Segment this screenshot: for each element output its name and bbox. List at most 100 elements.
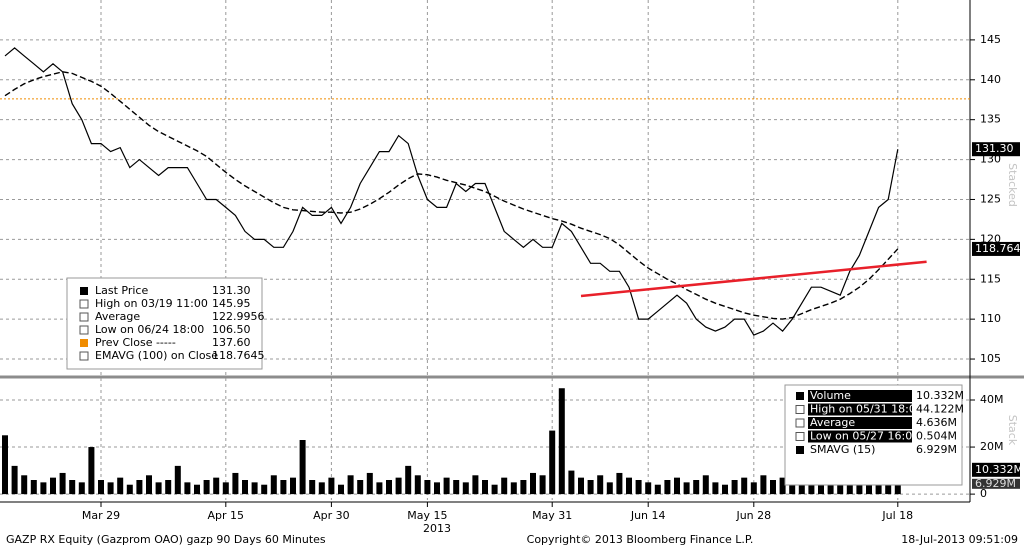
- volume-bar: [779, 477, 786, 495]
- volume-bar: [702, 475, 709, 495]
- x-tick-label: May 31: [532, 509, 572, 522]
- volume-bar: [232, 472, 239, 495]
- volume-bar: [683, 482, 690, 495]
- volume-bar: [674, 477, 680, 495]
- volume-bar: [712, 482, 719, 495]
- y-tick-label: 0: [980, 487, 987, 500]
- volume-bar: [472, 475, 479, 495]
- volume-bar: [155, 482, 162, 495]
- volume-bar: [376, 482, 383, 495]
- volume-marker: [972, 462, 1020, 477]
- volume-bar: [558, 388, 565, 495]
- legend-label: Volume: [810, 389, 851, 402]
- legend-icon: [80, 339, 88, 347]
- volume-bar: [453, 480, 460, 495]
- volume-bar: [693, 480, 700, 495]
- legend-label: SMAVG (15): [810, 443, 875, 456]
- volume-bar: [827, 480, 834, 495]
- ema-line: [4, 71, 899, 320]
- legend-value: 106.50: [212, 323, 251, 336]
- price-line: [4, 47, 899, 336]
- x-tick-label: Jun 14: [630, 509, 666, 522]
- volume-bar: [741, 477, 748, 495]
- y-tick-label: 135: [980, 113, 1001, 126]
- volume-bar: [578, 477, 584, 495]
- volume-bar: [770, 480, 776, 495]
- legend-value: 10.332M: [916, 389, 964, 402]
- volume-bar: [626, 477, 632, 495]
- volume-bar: [635, 480, 642, 495]
- volume-bar: [50, 477, 56, 495]
- legend-icon: [79, 299, 89, 309]
- y-tick-label: 125: [980, 192, 1001, 205]
- x-tick-label: Apr 30: [313, 509, 350, 522]
- volume-bar: [98, 480, 104, 495]
- panel-label: Stack: [1006, 415, 1019, 446]
- volume-bar: [21, 475, 28, 495]
- volume-bar: [318, 482, 325, 495]
- legend-icon: [79, 325, 89, 335]
- legend-label: Low on 05/27 16:00: [810, 430, 919, 443]
- price-marker-label: 131.30: [975, 142, 1014, 155]
- volume-bar: [587, 480, 594, 495]
- legend-label: High on 05/31 18:00: [810, 403, 923, 416]
- volume-bar: [251, 482, 258, 495]
- legend-label: Low on 06/24 18:00: [95, 323, 204, 336]
- legend-value: 44.122M: [916, 403, 964, 416]
- volume-bar: [2, 435, 8, 495]
- volume-bar: [731, 480, 738, 495]
- legend-value: 122.9956: [212, 310, 265, 323]
- sma-marker-label: 6.929M: [975, 477, 1016, 490]
- volume-bar: [213, 477, 220, 495]
- volume-bar: [549, 430, 556, 495]
- volume-bar: [386, 480, 392, 495]
- legend-highlight: [808, 403, 912, 416]
- volume-bar: [750, 482, 757, 495]
- y-tick-label: 105: [980, 352, 1001, 365]
- legend-value: 0.504M: [916, 430, 957, 443]
- volume-bar: [242, 480, 248, 495]
- volume-bar: [808, 480, 815, 495]
- legend-highlight: [808, 390, 912, 402]
- volume-bar: [405, 465, 412, 495]
- x-tick-label: Mar 29: [82, 509, 120, 522]
- x-tick-label: Jun 28: [735, 509, 771, 522]
- volume-bar: [309, 480, 316, 495]
- volume-bar: [261, 484, 268, 495]
- legend-icon: [796, 446, 804, 454]
- volume-bar: [299, 440, 306, 495]
- y-tick-label: 145: [980, 33, 1001, 46]
- legend-label: EMAVG (100) on Close: [95, 349, 218, 362]
- volume-bar: [11, 465, 18, 495]
- volume-bar: [59, 472, 66, 495]
- y-tick-label: 110: [980, 312, 1001, 325]
- footer-right: 18-Jul-2013 09:51:09: [901, 533, 1018, 546]
- trend-line: [580, 260, 927, 298]
- volume-bar: [69, 480, 76, 495]
- price-marker: [972, 142, 1020, 157]
- legend-value: 6.929M: [916, 443, 957, 456]
- volume-bar: [501, 477, 508, 495]
- volume-bar: [270, 475, 277, 495]
- legend-label: Prev Close -----: [95, 336, 176, 349]
- volume-bar: [568, 470, 575, 495]
- x-group-label: 2013: [423, 522, 451, 535]
- legend-label: Last Price: [95, 284, 148, 297]
- volume-bar: [290, 477, 296, 495]
- volume-bar: [510, 482, 517, 495]
- volume-bar: [616, 472, 623, 495]
- volume-bar: [539, 475, 546, 495]
- volume-bar: [174, 465, 181, 495]
- volume-bar: [645, 482, 652, 495]
- x-tick-label: Apr 15: [208, 509, 245, 522]
- legend-highlight: [808, 430, 912, 443]
- volume-bar: [520, 480, 527, 495]
- legend-icon: [795, 432, 805, 441]
- volume-bar: [117, 477, 124, 495]
- volume-bar: [146, 475, 152, 495]
- legend-value: 137.60: [212, 336, 251, 349]
- legend-value: 131.30: [212, 284, 251, 297]
- volume-bar: [194, 484, 200, 495]
- x-tick-label: May 15: [407, 509, 447, 522]
